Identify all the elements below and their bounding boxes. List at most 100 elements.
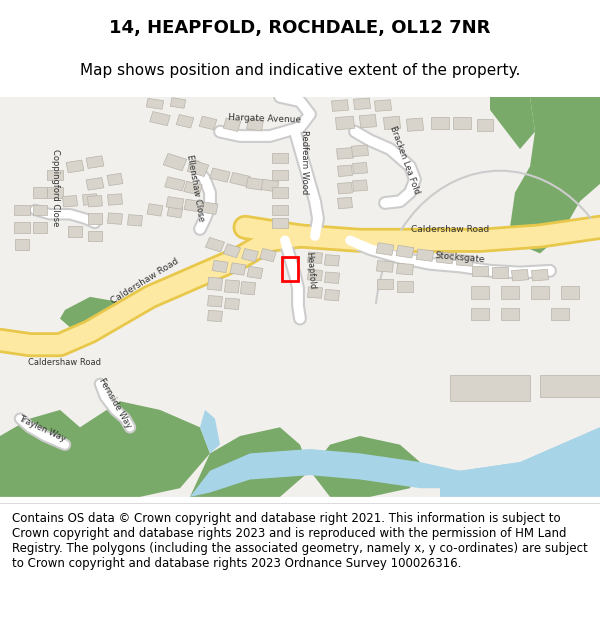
Bar <box>205 238 224 252</box>
Bar <box>436 252 454 264</box>
Bar <box>353 98 370 109</box>
Bar <box>15 239 29 250</box>
Bar <box>147 204 163 216</box>
Bar <box>208 296 223 307</box>
Text: Hargate Avenue: Hargate Avenue <box>229 113 302 124</box>
Text: Coppingford Close: Coppingford Close <box>50 149 59 227</box>
Polygon shape <box>440 428 600 497</box>
Bar <box>416 249 434 261</box>
Bar <box>501 286 519 299</box>
Bar <box>223 118 241 131</box>
Bar <box>88 231 102 241</box>
Bar <box>272 205 288 215</box>
Bar <box>532 269 548 281</box>
Polygon shape <box>310 436 420 497</box>
Bar <box>224 298 239 309</box>
Bar <box>338 182 352 194</box>
Bar <box>166 197 184 209</box>
Bar <box>308 287 322 298</box>
Bar <box>202 202 218 214</box>
Bar <box>230 173 250 186</box>
Polygon shape <box>170 428 600 497</box>
Bar <box>272 188 288 198</box>
Bar <box>471 286 489 299</box>
Bar <box>184 181 202 195</box>
Polygon shape <box>510 97 600 253</box>
Bar <box>165 177 185 191</box>
Bar <box>83 194 97 205</box>
Bar <box>208 310 223 322</box>
Bar <box>325 289 340 301</box>
Bar <box>352 145 368 157</box>
Bar <box>492 268 508 278</box>
Bar <box>86 177 104 190</box>
Bar <box>477 119 493 131</box>
Bar <box>86 156 104 169</box>
Bar <box>397 281 413 292</box>
Bar <box>397 263 413 275</box>
Bar <box>230 263 246 275</box>
Bar <box>33 188 47 198</box>
Polygon shape <box>80 401 210 497</box>
Bar <box>272 170 288 181</box>
Text: Map shows position and indicative extent of the property.: Map shows position and indicative extent… <box>80 62 520 78</box>
Bar <box>272 152 288 163</box>
Text: Traylen Way: Traylen Way <box>17 414 67 444</box>
Polygon shape <box>190 428 310 497</box>
Bar <box>47 188 63 198</box>
Bar <box>501 308 519 321</box>
Polygon shape <box>200 410 220 453</box>
Bar <box>540 375 600 397</box>
Bar <box>377 279 393 289</box>
Bar <box>457 254 473 266</box>
Bar <box>208 278 223 291</box>
Bar <box>224 280 239 293</box>
Bar <box>146 98 164 109</box>
Bar <box>47 170 63 181</box>
Bar <box>450 375 530 401</box>
Bar <box>374 100 391 111</box>
Bar <box>376 242 394 256</box>
Text: Contains OS data © Crown copyright and database right 2021. This information is : Contains OS data © Crown copyright and d… <box>12 512 588 570</box>
Bar <box>472 266 488 276</box>
Bar <box>176 114 194 128</box>
Bar <box>261 179 279 192</box>
Text: Redfearn Wood: Redfearn Wood <box>301 130 310 194</box>
Bar <box>353 162 367 174</box>
Bar <box>88 196 103 207</box>
Bar <box>187 160 209 177</box>
Bar <box>453 117 471 129</box>
Bar <box>223 244 241 258</box>
Bar <box>62 196 77 207</box>
Bar <box>282 257 298 281</box>
Bar <box>396 245 414 258</box>
Bar <box>471 308 489 321</box>
Bar <box>33 222 47 232</box>
Bar <box>260 249 277 262</box>
Bar <box>88 213 102 224</box>
Polygon shape <box>60 297 120 336</box>
Bar <box>308 269 322 281</box>
Bar <box>212 260 228 272</box>
Bar <box>68 226 82 237</box>
Bar <box>33 205 47 215</box>
Text: Bracken Lea Fold: Bracken Lea Fold <box>388 124 422 195</box>
Text: Fernside Way: Fernside Way <box>97 376 133 429</box>
Bar <box>353 180 367 191</box>
Bar <box>247 266 263 279</box>
Bar <box>325 272 340 284</box>
Bar <box>210 168 230 182</box>
Bar <box>150 111 170 126</box>
Bar <box>338 198 352 209</box>
Text: Caldershaw Road: Caldershaw Road <box>109 257 181 306</box>
Bar <box>308 252 322 264</box>
Bar <box>170 98 186 108</box>
Text: Caldershaw Road: Caldershaw Road <box>411 224 489 234</box>
Bar <box>246 177 264 190</box>
Bar <box>14 205 30 215</box>
Bar <box>272 217 288 228</box>
Text: Stocksgate: Stocksgate <box>434 251 485 264</box>
Bar <box>406 118 424 131</box>
Polygon shape <box>0 410 80 497</box>
Bar <box>199 116 217 130</box>
